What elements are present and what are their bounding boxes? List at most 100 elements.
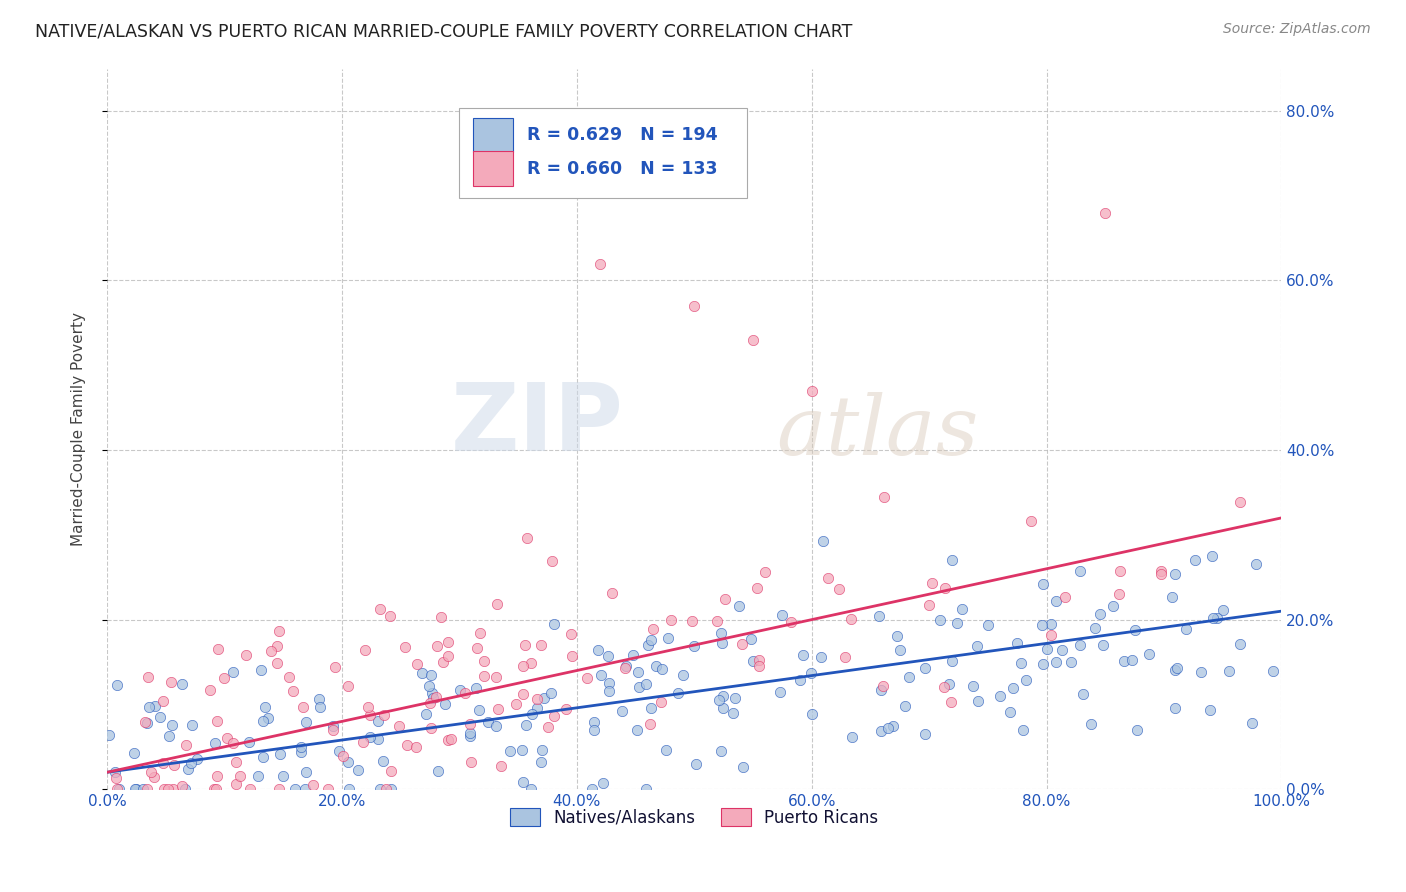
Point — [560, 626, 582, 640]
Point — [252, 750, 274, 764]
Point — [207, 642, 229, 657]
Point — [1071, 687, 1094, 701]
Point — [512, 775, 534, 789]
Point — [929, 613, 952, 627]
Point — [770, 607, 793, 622]
Point — [869, 724, 891, 739]
Text: Source: ZipAtlas.com: Source: ZipAtlas.com — [1223, 22, 1371, 37]
Point — [740, 632, 762, 647]
Point — [426, 639, 449, 653]
Point — [359, 707, 381, 722]
Point — [105, 771, 128, 785]
Point — [914, 727, 936, 741]
Point — [464, 681, 486, 695]
Point — [711, 689, 734, 703]
Point — [1069, 638, 1091, 652]
Point — [173, 782, 195, 797]
Point — [613, 661, 636, 675]
Point — [394, 640, 416, 654]
Point — [870, 682, 893, 697]
Point — [420, 667, 443, 681]
Point — [533, 691, 555, 706]
Point — [710, 636, 733, 650]
Point — [721, 706, 744, 720]
Point — [627, 665, 650, 680]
Point — [1032, 657, 1054, 671]
Text: ZIP: ZIP — [451, 379, 624, 471]
Point — [380, 608, 402, 623]
Point — [238, 735, 260, 749]
Point — [1229, 637, 1251, 651]
Point — [1137, 647, 1160, 661]
Point — [432, 655, 454, 669]
Point — [302, 778, 325, 792]
Point — [1060, 655, 1083, 669]
Point — [741, 654, 763, 668]
Point — [640, 701, 662, 715]
Point — [1084, 621, 1107, 635]
Point — [316, 782, 339, 797]
Point — [437, 635, 460, 649]
Point — [1031, 618, 1053, 632]
Point — [1244, 557, 1267, 571]
Point — [353, 643, 375, 657]
Point — [934, 581, 956, 595]
Point — [477, 715, 499, 730]
Point — [645, 659, 668, 673]
Point — [512, 658, 534, 673]
Point — [373, 754, 395, 768]
Point — [460, 716, 482, 731]
FancyBboxPatch shape — [474, 118, 513, 153]
Point — [967, 694, 990, 708]
Point — [135, 716, 157, 731]
Point — [655, 743, 678, 757]
Point — [1189, 665, 1212, 680]
Point — [768, 685, 790, 699]
Point — [711, 701, 734, 715]
Point — [278, 670, 301, 684]
Point — [1125, 624, 1147, 638]
Point — [294, 765, 316, 780]
Point — [1164, 566, 1187, 581]
Point — [295, 714, 318, 729]
Point — [162, 718, 184, 732]
Point — [886, 629, 908, 643]
Point — [872, 679, 894, 693]
Point — [651, 661, 673, 675]
Point — [357, 700, 380, 714]
Point — [828, 582, 851, 596]
Point — [841, 731, 863, 745]
Point — [1036, 642, 1059, 657]
Point — [706, 614, 728, 628]
Point — [380, 782, 402, 797]
Point — [672, 668, 695, 682]
Point — [543, 617, 565, 632]
Point — [180, 756, 202, 771]
Point — [1125, 723, 1147, 737]
Point — [1241, 715, 1264, 730]
Point — [801, 706, 824, 721]
Point — [627, 680, 650, 694]
Point — [515, 718, 537, 732]
Point — [666, 686, 689, 700]
Point — [207, 769, 229, 783]
Point — [1019, 514, 1042, 528]
Point — [634, 677, 657, 691]
Point — [932, 680, 955, 694]
Point — [138, 699, 160, 714]
Point — [328, 744, 350, 758]
Point — [519, 782, 541, 797]
Point — [589, 668, 612, 682]
Point — [610, 704, 633, 718]
Point — [1032, 577, 1054, 591]
Point — [290, 745, 312, 759]
Point — [583, 723, 606, 737]
Point — [1150, 566, 1173, 581]
Point — [1150, 564, 1173, 578]
Point — [898, 670, 921, 684]
Point — [108, 782, 131, 797]
Point — [271, 769, 294, 783]
Point — [1218, 665, 1240, 679]
Point — [592, 775, 614, 789]
Point — [212, 671, 235, 685]
